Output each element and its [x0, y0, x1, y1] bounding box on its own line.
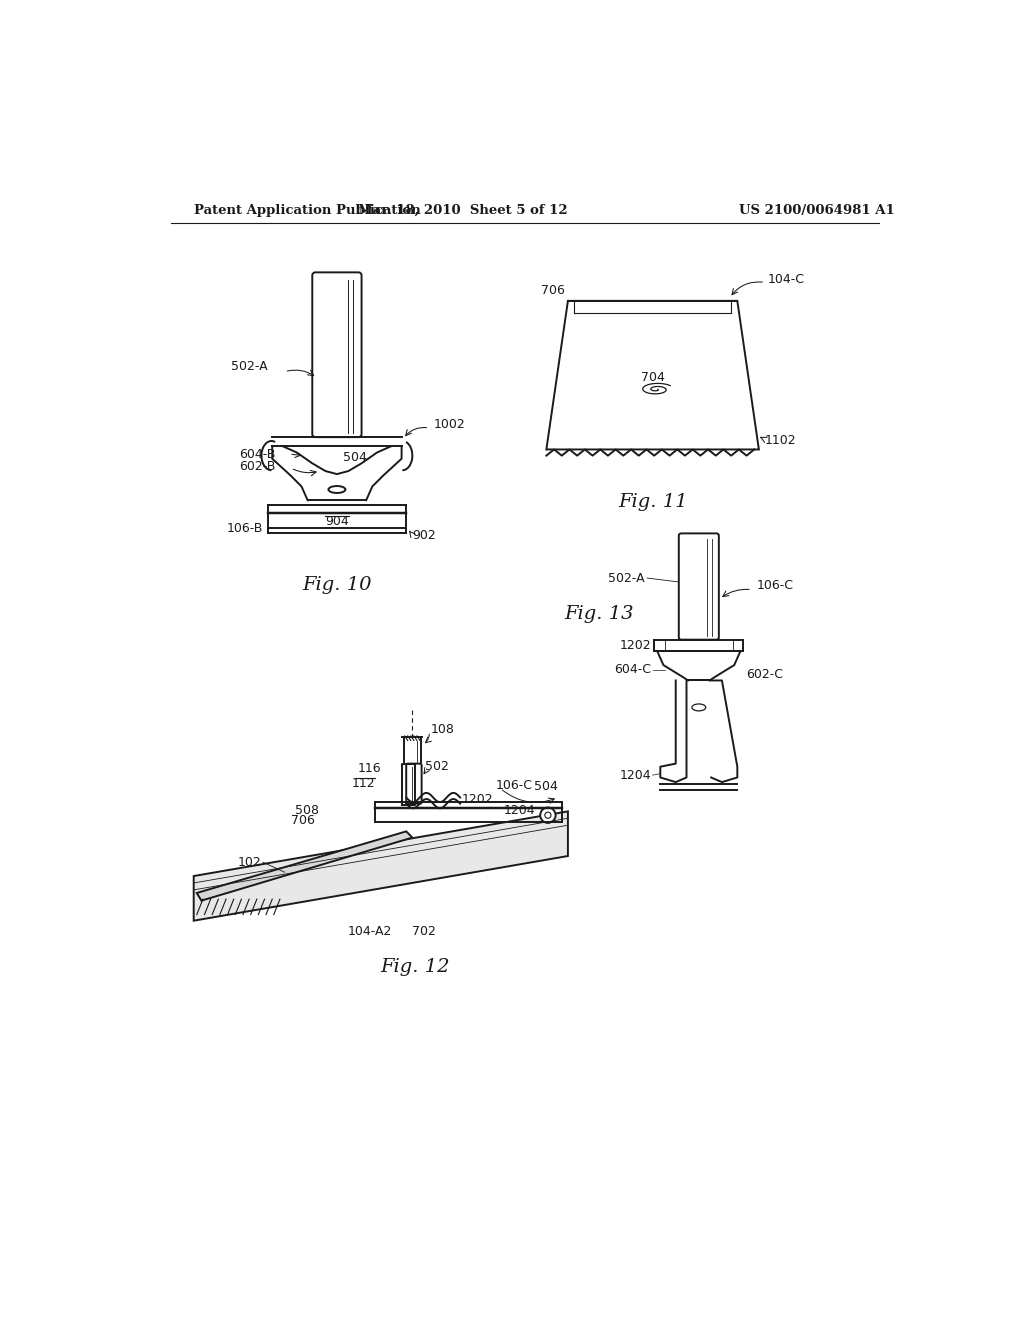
- Text: Fig. 10: Fig. 10: [302, 576, 372, 594]
- Text: 702: 702: [412, 925, 435, 939]
- Polygon shape: [197, 832, 413, 900]
- Text: 1204: 1204: [503, 804, 535, 817]
- Text: 902: 902: [413, 529, 436, 543]
- Text: 1202: 1202: [462, 792, 494, 805]
- Text: 508: 508: [295, 804, 319, 817]
- Text: 604-B: 604-B: [239, 447, 275, 461]
- Text: 1202: 1202: [620, 639, 651, 652]
- Text: 104-C: 104-C: [768, 273, 805, 286]
- Text: 106-C: 106-C: [496, 779, 532, 792]
- Text: 704: 704: [641, 371, 665, 384]
- Text: 604-C: 604-C: [614, 663, 651, 676]
- Polygon shape: [194, 812, 568, 921]
- Text: 106-C: 106-C: [757, 579, 794, 593]
- Text: Fig. 11: Fig. 11: [617, 492, 687, 511]
- Text: US 2100/0064981 A1: US 2100/0064981 A1: [739, 205, 895, 218]
- Text: 1002: 1002: [434, 418, 466, 432]
- Text: 504: 504: [535, 780, 558, 793]
- FancyBboxPatch shape: [679, 533, 719, 640]
- Text: 106-B: 106-B: [226, 523, 263, 536]
- FancyBboxPatch shape: [407, 763, 422, 804]
- Circle shape: [545, 812, 551, 818]
- Text: 108: 108: [431, 723, 455, 737]
- Text: 504: 504: [343, 450, 367, 463]
- Text: 102: 102: [238, 855, 261, 869]
- Text: 706: 706: [292, 814, 315, 828]
- Circle shape: [541, 808, 556, 822]
- Text: 706: 706: [541, 284, 565, 297]
- Text: 112: 112: [352, 777, 376, 791]
- Text: 1204: 1204: [620, 768, 651, 781]
- FancyBboxPatch shape: [312, 272, 361, 437]
- Text: 502-A: 502-A: [607, 572, 644, 585]
- Text: 602-C: 602-C: [746, 668, 783, 681]
- Ellipse shape: [329, 486, 345, 492]
- Text: 116: 116: [357, 762, 381, 775]
- Text: Patent Application Publication: Patent Application Publication: [194, 205, 421, 218]
- Text: Mar. 18, 2010  Sheet 5 of 12: Mar. 18, 2010 Sheet 5 of 12: [358, 205, 568, 218]
- Text: Fig. 13: Fig. 13: [564, 606, 634, 623]
- Ellipse shape: [692, 704, 706, 711]
- Text: 602-B: 602-B: [239, 459, 275, 473]
- Text: 502-A: 502-A: [231, 360, 267, 372]
- Text: Fig. 12: Fig. 12: [381, 958, 451, 975]
- Text: 1102: 1102: [765, 434, 797, 446]
- Text: 502: 502: [425, 760, 450, 774]
- Text: 904: 904: [325, 515, 349, 528]
- Text: 104-A2: 104-A2: [348, 925, 392, 939]
